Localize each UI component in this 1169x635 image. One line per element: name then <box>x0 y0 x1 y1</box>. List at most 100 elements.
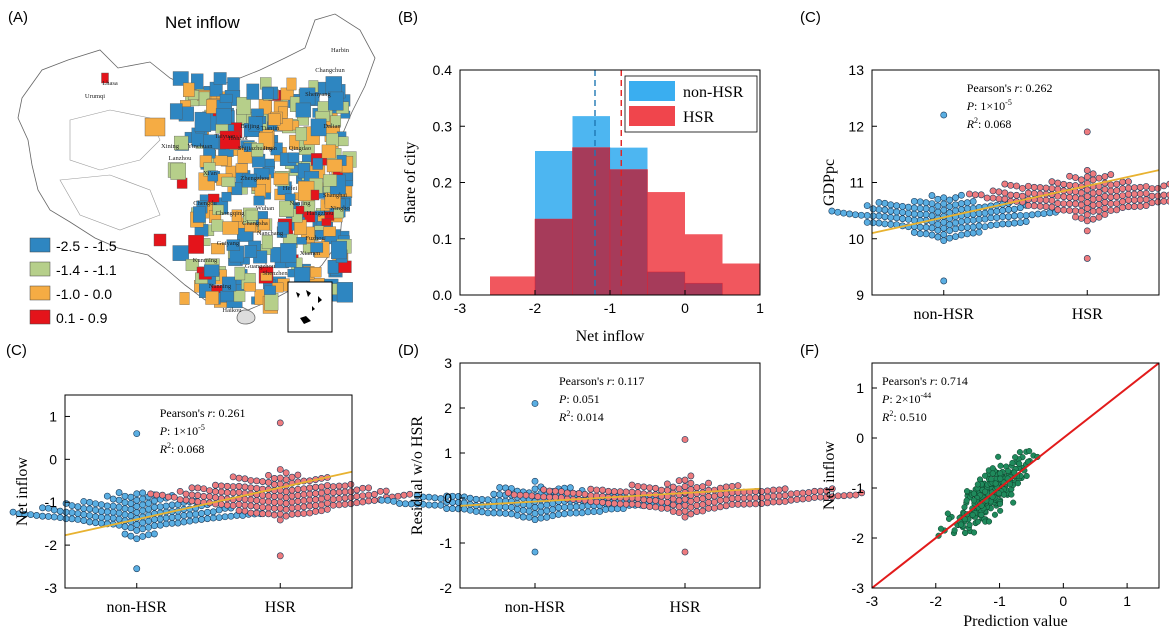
city-label: Urumqi <box>85 93 105 100</box>
map-region <box>233 290 246 302</box>
swarm-point <box>1166 180 1169 188</box>
scatter-point <box>989 465 996 472</box>
x-tick-label: -1 <box>604 300 617 316</box>
swarm-point <box>192 516 200 524</box>
swarm-point <box>977 191 985 199</box>
swarm-point <box>681 513 689 521</box>
swarm-point <box>276 466 284 473</box>
swarm-point <box>1005 206 1012 213</box>
swarm-point <box>496 491 504 498</box>
swarm-point <box>1113 187 1121 195</box>
swarm-point <box>928 212 936 220</box>
swarm-point <box>881 199 889 207</box>
swarm-point <box>561 503 568 511</box>
scatter-point <box>1006 481 1014 488</box>
panel-d-residual-swarm: -2 -1 0 1 2 3 non-HSR HSR Residual w/o HSR Pearso… <box>378 355 866 616</box>
swarm-point <box>640 502 648 510</box>
p-symbol: P <box>558 392 567 406</box>
swarm-point <box>145 499 152 507</box>
map-region <box>325 133 339 147</box>
swarm-point <box>869 219 877 227</box>
swarm-point <box>519 513 527 521</box>
swarm-point <box>198 516 205 523</box>
swarm-point <box>546 493 553 501</box>
swarm-point <box>566 484 574 492</box>
swarm-point <box>799 489 807 497</box>
swarm-point <box>952 233 959 241</box>
y-tick-label: -2 <box>45 537 58 553</box>
swarm-point <box>952 219 959 227</box>
y-axis-title: Share of city <box>402 142 419 224</box>
panel-c2-netinflow-swarm: -3 -2 -1 0 1 non-HSR HSR Net inflow Pearson's r:… <box>9 394 414 616</box>
swarm-point <box>318 483 325 491</box>
swarm-point <box>934 233 942 241</box>
panel-a-map: Net inflow Harbin Changchun Shenyang Dalian… <box>17 13 376 333</box>
swarm-point <box>1119 204 1126 212</box>
swarm-point <box>276 504 284 512</box>
swarm-point <box>963 199 971 207</box>
swarm-point <box>646 484 654 492</box>
swarm-point <box>952 207 959 215</box>
map-region <box>169 103 183 120</box>
swarm-point <box>922 199 930 207</box>
swarm-point <box>1005 213 1012 221</box>
swarm-point <box>716 491 724 498</box>
city-label: Changsha <box>242 220 268 227</box>
map-region <box>222 276 237 292</box>
x-axis-title: Net inflow <box>576 328 645 345</box>
swarm-point <box>1011 212 1018 220</box>
swarm-point <box>115 496 123 504</box>
swarm-point <box>652 484 659 492</box>
swarm-point <box>728 495 736 502</box>
swarm-point <box>127 505 135 513</box>
city-label: Xiamen <box>300 250 321 257</box>
swarm-point <box>329 495 337 503</box>
swarm-point <box>306 509 314 517</box>
swarm-point <box>300 510 308 517</box>
swarm-point <box>80 505 88 512</box>
swarm-point <box>247 477 255 484</box>
swarm-point <box>92 500 99 508</box>
swarm-point <box>62 508 70 516</box>
swarm-point <box>229 489 237 497</box>
swarm-point <box>212 488 219 496</box>
city-label: Changchun <box>315 67 345 74</box>
swarm-point <box>522 491 530 499</box>
swarm-point <box>9 508 17 516</box>
swarm-point <box>39 512 46 520</box>
y-tick-label: 13 <box>848 62 864 78</box>
swarm-point <box>241 483 249 491</box>
swarm-point <box>127 493 135 501</box>
r2-value: 0.510 <box>900 410 927 424</box>
p-exponent: -5 <box>1005 98 1012 107</box>
swarm-point <box>455 493 462 500</box>
swarm-point <box>557 488 565 495</box>
r2-colon: : <box>570 410 576 424</box>
swarm-point <box>966 190 973 198</box>
map-region <box>277 221 289 235</box>
swarm-point <box>194 484 202 492</box>
swarm-point <box>74 503 82 511</box>
swarm-point <box>151 530 158 538</box>
swarm-point <box>159 491 166 499</box>
map-region-high <box>153 233 167 247</box>
swarm-point <box>1040 210 1048 218</box>
swarm-point <box>162 514 170 522</box>
swarm-point <box>50 513 58 521</box>
map-region <box>321 218 332 226</box>
swarm-point <box>575 490 583 497</box>
swarm-point <box>217 482 225 490</box>
swarm-point <box>508 510 515 518</box>
r2-superscript: 2 <box>974 116 978 125</box>
swarm-point <box>472 495 480 503</box>
swarm-point <box>247 509 255 517</box>
swarm-point <box>270 511 278 519</box>
swarm-point <box>693 496 701 503</box>
swarm-point <box>235 488 243 496</box>
map-region <box>312 157 323 170</box>
swarm-point <box>300 497 308 505</box>
swarm-point <box>74 516 82 523</box>
r2-annotation: R2: 0.068 <box>966 116 1012 131</box>
swarm-point <box>265 510 272 518</box>
swarm-point <box>162 502 170 510</box>
